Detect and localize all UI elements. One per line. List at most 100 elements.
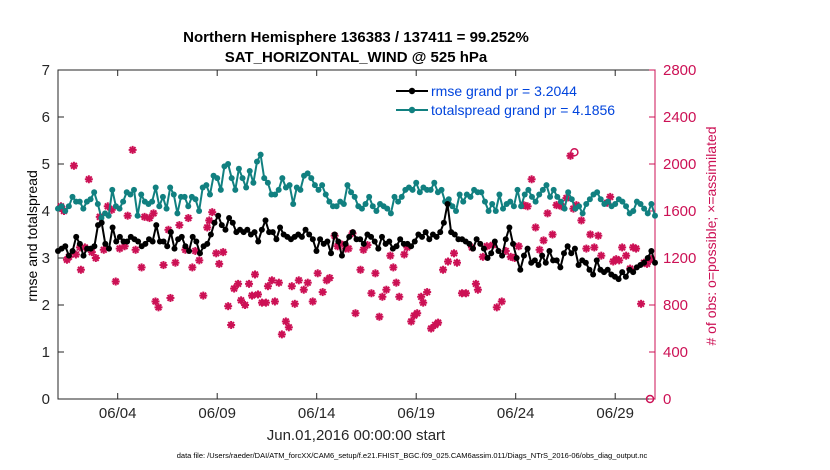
obs-assimilated-marker [461,289,470,298]
right-tick-label: 2000 [663,156,696,173]
rmse-point [378,233,385,240]
left-tick-label: 5 [42,156,50,173]
rmse-point [469,245,476,252]
left-tick-label: 3 [42,250,50,267]
spread-point [91,189,98,196]
spread-point [395,198,402,205]
spread-point [243,184,250,191]
obs-assimilated-marker [423,288,432,297]
spread-point [565,189,572,196]
rmse-point [255,238,262,245]
spread-point [348,189,355,196]
spread-point [496,191,503,198]
obs-assimilated-marker [548,230,557,239]
spread-point [239,175,246,182]
rmse-point [604,266,611,273]
obs-assimilated-marker [131,245,140,254]
left-tick-label: 0 [42,391,50,408]
spread-point [116,205,123,212]
spread-point [62,208,69,214]
spread-point [217,186,224,193]
rmse-point [510,240,517,247]
rmse-point [422,229,429,236]
obs-assimilated-marker [514,242,523,251]
spread-point [507,198,514,205]
x-axis: 06/04 06/09 06/14 06/19 06/24 06/29 [99,70,634,422]
obs-assimilated-marker [284,323,293,332]
obs-assimilated-marker [439,265,448,274]
spread-point [550,186,557,193]
rmse-point [269,229,276,236]
right-tick-label: 1200 [663,250,696,267]
spread-point [431,179,438,186]
rmse-point [346,233,353,240]
rmse-point [178,233,185,240]
spread-point [167,184,174,191]
obs-assimilated-marker [535,245,544,254]
obs-assimilated-marker [208,208,217,217]
spread-point [532,198,539,205]
rmse-point [535,262,542,269]
rmse-point [506,224,513,231]
rmse-point [102,240,109,247]
spread-point [315,186,322,193]
spread-point [94,200,101,207]
obs-assimilated-marker [308,297,317,306]
rmse-point [571,245,578,252]
rmse-point [76,240,83,247]
obs-assimilated-marker [395,292,404,301]
rmse-point [258,226,265,233]
rmse-point [419,233,426,240]
obs-assimilated-marker [212,249,221,258]
obs-count-series [56,145,656,404]
spread-point [362,200,369,207]
rmse-point [491,238,498,245]
chart-title-line-1: Northern Hemisphere 136383 / 137411 = 99… [183,29,529,46]
rmse-point [641,259,648,266]
rmse-point [531,257,538,264]
spread-point [65,203,72,210]
rmse-point [408,243,415,250]
rmse-point [502,236,509,243]
rmse-point [484,255,491,261]
spread-point [594,189,601,196]
obs-assimilated-marker [531,223,540,232]
obs-assimilated-marker [184,214,193,223]
obs-assimilated-marker [367,289,376,298]
rmse-point [218,222,225,229]
spread-point [235,165,242,172]
spread-point [489,200,496,207]
right-tick-label: 800 [663,297,688,314]
spread-point [586,196,593,203]
spread-point [232,186,239,193]
spread-point [641,205,648,212]
obs-assimilated-marker [149,209,158,218]
rmse-point [648,247,655,254]
obs-assimilated-marker [313,269,322,278]
rmse-point [586,266,593,273]
obs-assimilated-marker [492,303,501,312]
obs-assimilated-marker [270,297,279,306]
x-axis-label: Jun.01,2016 00:00:00 start [267,427,446,444]
spread-point [206,191,213,198]
rmse-point [273,236,280,243]
spread-point [275,186,282,193]
obs-assimilated-marker [382,285,391,294]
rmse-point [207,231,214,238]
rmse-point [309,236,316,243]
x-tick-label: 06/19 [397,405,435,422]
rmse-point [160,238,167,245]
spread-point [228,175,235,182]
spread-point [344,182,351,189]
obs-assimilated-marker [590,243,599,252]
rmse-series [55,200,658,283]
obs-assimilated-marker [597,251,606,260]
spread-point [536,191,543,198]
spread-point [170,191,177,198]
spread-point [340,200,347,207]
spread-point [648,200,655,207]
obs-assimilated-marker [123,211,132,220]
obs-assimilated-marker [175,221,184,230]
obs-assimilated-marker [188,263,197,272]
